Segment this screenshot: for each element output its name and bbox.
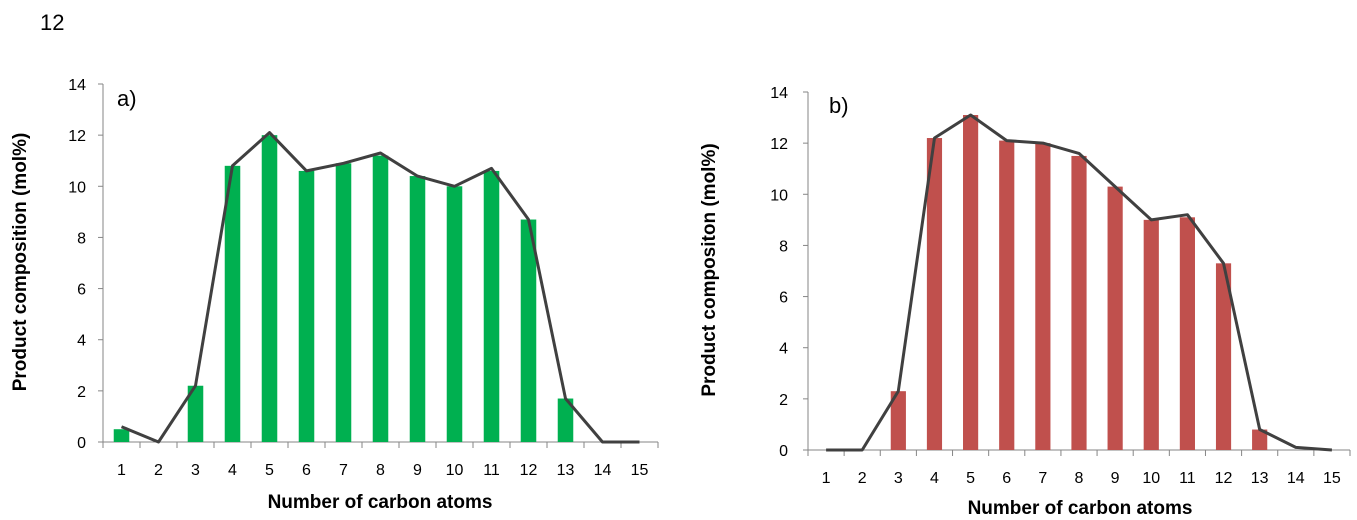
bar	[261, 135, 278, 442]
x-tick-label: 14	[594, 462, 612, 479]
bar	[1252, 429, 1268, 450]
bar	[520, 219, 537, 442]
x-tick-label: 2	[154, 462, 163, 479]
x-tick-label: 3	[191, 462, 200, 479]
bar	[113, 429, 130, 442]
y-tick-label: 12	[770, 136, 788, 153]
x-tick-label: 7	[1038, 470, 1047, 487]
x-tick-label: 13	[1251, 470, 1269, 487]
y-axis-title: Product compositon (mol%)	[699, 143, 720, 396]
y-tick-label: 14	[68, 77, 86, 94]
bar	[1143, 219, 1159, 450]
x-tick-label: 9	[1111, 470, 1120, 487]
bar	[890, 391, 906, 450]
x-tick-label: 10	[446, 462, 464, 479]
panel-label: b)	[829, 93, 849, 118]
y-tick-label: 6	[779, 290, 788, 307]
x-tick-label: 3	[894, 470, 903, 487]
y-tick-label: 4	[77, 333, 86, 350]
panel-label: a)	[117, 86, 137, 111]
y-tick-label: 0	[779, 443, 788, 460]
x-tick-label: 11	[483, 462, 500, 479]
bar	[298, 170, 315, 442]
x-tick-label: 13	[557, 462, 575, 479]
trend-line	[826, 113, 1333, 452]
bar	[1071, 155, 1087, 450]
bar	[187, 385, 204, 442]
x-tick-label: 5	[966, 470, 975, 487]
x-tick-label: 6	[302, 462, 311, 479]
x-tick-label: 11	[1179, 470, 1196, 487]
y-tick-label: 12	[68, 128, 86, 145]
x-tick-label: 5	[265, 462, 274, 479]
y-tick-label: 6	[77, 282, 86, 299]
x-axis-title: Number of carbon atoms	[268, 492, 493, 513]
bar	[446, 186, 463, 442]
bar	[1215, 263, 1232, 450]
bar	[926, 138, 943, 450]
bar	[999, 140, 1015, 451]
x-tick-label: 6	[1002, 470, 1011, 487]
y-axis-title: Product composition (mol%)	[10, 133, 31, 392]
y-tick-label: 10	[770, 187, 788, 204]
x-tick-label: 9	[413, 462, 422, 479]
y-tick-label: 8	[77, 230, 86, 247]
y-tick-label: 2	[779, 392, 788, 409]
y-tick-label: 10	[68, 179, 86, 196]
y-tick-label: 14	[770, 85, 788, 102]
x-tick-label: 2	[858, 470, 867, 487]
bar	[409, 176, 426, 443]
bar	[1179, 217, 1195, 450]
x-tick-label: 15	[631, 462, 649, 479]
x-tick-label: 4	[930, 470, 939, 487]
bar	[1107, 186, 1123, 450]
bar	[483, 170, 500, 442]
x-tick-label: 1	[822, 470, 831, 487]
trend-line	[120, 131, 640, 444]
bar	[963, 115, 979, 450]
x-tick-label: 12	[520, 462, 538, 479]
bar	[224, 165, 241, 443]
y-tick-label: 0	[77, 435, 86, 452]
page-number: 12	[40, 10, 65, 35]
x-tick-label: 8	[376, 462, 385, 479]
y-tick-label: 4	[779, 341, 788, 358]
x-tick-label: 15	[1323, 470, 1341, 487]
x-tick-label: 1	[117, 462, 126, 479]
bar	[335, 163, 352, 442]
x-tick-label: 7	[339, 462, 348, 479]
bar	[557, 398, 574, 442]
y-tick-label: 8	[779, 238, 788, 255]
x-tick-label: 8	[1075, 470, 1084, 487]
bar	[1035, 143, 1051, 450]
x-tick-label: 4	[228, 462, 237, 479]
bar	[372, 155, 389, 442]
x-tick-label: 14	[1287, 470, 1305, 487]
x-axis-title: Number of carbon atoms	[968, 498, 1193, 519]
x-tick-label: 10	[1142, 470, 1160, 487]
x-tick-label: 12	[1215, 470, 1233, 487]
y-tick-label: 2	[77, 384, 86, 401]
